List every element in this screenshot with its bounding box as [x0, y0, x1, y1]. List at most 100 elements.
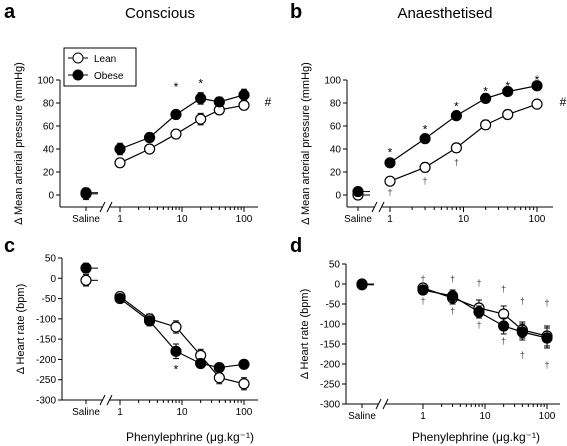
dagger-annotation: †: [454, 158, 459, 168]
x-axis-label-left: Phenylephrine (μg.kg⁻¹): [126, 430, 254, 444]
dagger-annotation: †: [544, 360, 549, 370]
y-tick-label: 0: [334, 280, 340, 291]
axis-break-mark: [378, 201, 385, 213]
panel-letter: a: [4, 1, 16, 23]
panel-letter: c: [4, 235, 15, 257]
y-tick-label: 100: [324, 76, 341, 87]
data-point: [480, 92, 492, 105]
data-point: [498, 320, 510, 332]
data-point: [446, 290, 459, 302]
dagger-annotation: †: [450, 274, 455, 284]
axis-break-mark: [99, 201, 106, 213]
data-point: [417, 284, 429, 296]
significance-star: *: [198, 76, 203, 90]
series-line: [422, 289, 548, 339]
y-axis-label: Δ Mean arterial pressure (mmHg): [13, 62, 25, 225]
dagger-annotation: †: [520, 296, 525, 306]
data-point: [195, 113, 207, 125]
series-line: [119, 296, 245, 385]
y-tick-label: 50: [329, 260, 341, 271]
significance-star: *: [535, 73, 540, 87]
y-tick-label: -200: [320, 360, 340, 371]
y-tick-label: -300: [36, 396, 56, 407]
significance-star: *: [423, 122, 428, 136]
x-axis-label-right: Phenylephrine (μg.kg⁻¹): [412, 430, 540, 444]
series-lean: [352, 98, 543, 201]
y-tick-label: -50: [326, 300, 341, 311]
dagger-annotation: †: [476, 278, 481, 288]
saline-point: [352, 185, 364, 198]
significance-star: *: [174, 80, 179, 94]
legend-label: Obese: [94, 71, 124, 82]
significance-star: *: [505, 79, 510, 93]
y-tick-label: 100: [37, 76, 54, 87]
y-tick-label: 40: [330, 145, 342, 156]
y-tick-label: -100: [36, 314, 56, 325]
data-point: [213, 96, 225, 108]
x-tick-label: 1: [387, 214, 393, 225]
saline-point: [356, 279, 368, 291]
data-point: [531, 80, 543, 92]
x-tick-label: 100: [529, 214, 546, 225]
data-point: [384, 175, 396, 187]
saline-tick-label: Saline: [344, 214, 372, 225]
panel-letter: d: [290, 235, 302, 257]
series-obese: [356, 279, 553, 349]
y-tick-label: -150: [36, 335, 56, 346]
y-tick-label: 60: [43, 122, 55, 133]
data-point: [238, 358, 250, 370]
data-point: [502, 85, 514, 98]
hash-annotation: #: [560, 95, 567, 109]
data-point: [516, 326, 528, 338]
y-tick-label: -50: [42, 294, 57, 305]
y-tick-label: 0: [50, 274, 56, 285]
panel-a: a Conscious 0 20 40 60 80 100 Δ Mean arterial pr…: [4, 1, 272, 225]
axis-break-mark: [106, 394, 113, 406]
panel-c: c 50 0 -50 -100 -150 -200 -250 -300 Δ Heart rate …: [4, 235, 258, 418]
series-line: [389, 85, 538, 164]
data-point: [238, 99, 250, 111]
y-tick-label: 80: [43, 99, 55, 110]
axis-break-mark: [106, 201, 113, 213]
data-point: [419, 161, 431, 173]
dagger-annotation: †: [501, 284, 506, 294]
saline-point: [80, 188, 92, 200]
axis-break-mark: [375, 398, 382, 410]
series-line: [389, 103, 538, 182]
data-point: [170, 128, 182, 140]
y-tick-label: 20: [43, 168, 55, 179]
panel-b: b Anaesthetised 0 20 40 60 80 100 Δ Mean arteria…: [290, 1, 567, 225]
x-tick-label: 100: [539, 411, 556, 422]
x-tick-label: 10: [479, 411, 491, 422]
y-tick-label: -300: [320, 400, 340, 411]
series-obese: [80, 262, 250, 374]
y-tick-label: 0: [335, 191, 341, 202]
data-point: [473, 306, 485, 318]
x-tick-label: 10: [176, 214, 188, 225]
y-tick-label: 20: [330, 168, 342, 179]
data-point: [114, 143, 126, 155]
series-lean: [80, 274, 250, 391]
dagger-annotation: †: [501, 336, 506, 346]
saline-tick-label: Saline: [72, 214, 100, 225]
x-tick-label: 1: [117, 214, 123, 225]
panel-d: d 50 0 -50 -100 -150 -200 -250 -300 Δ Heart rate …: [290, 235, 560, 422]
data-point: [531, 98, 543, 110]
y-tick-label: -200: [36, 355, 56, 366]
y-axis-label: Δ Heart rate (bpm): [299, 289, 311, 380]
hash-annotation: #: [265, 95, 272, 109]
data-point: [213, 361, 225, 374]
significance-star: *: [483, 85, 488, 99]
series-line: [422, 287, 548, 337]
saline-tick-label: Saline: [348, 411, 376, 422]
x-tick-label: 100: [236, 407, 253, 418]
dagger-annotation: †: [544, 298, 549, 308]
data-point: [480, 119, 492, 131]
y-tick-label: 40: [43, 145, 55, 156]
data-point: [143, 143, 156, 155]
data-point: [143, 131, 156, 144]
dagger-annotation: †: [420, 296, 425, 306]
dagger-annotation: †: [450, 306, 455, 316]
data-point: [450, 110, 462, 122]
data-point: [419, 133, 431, 145]
